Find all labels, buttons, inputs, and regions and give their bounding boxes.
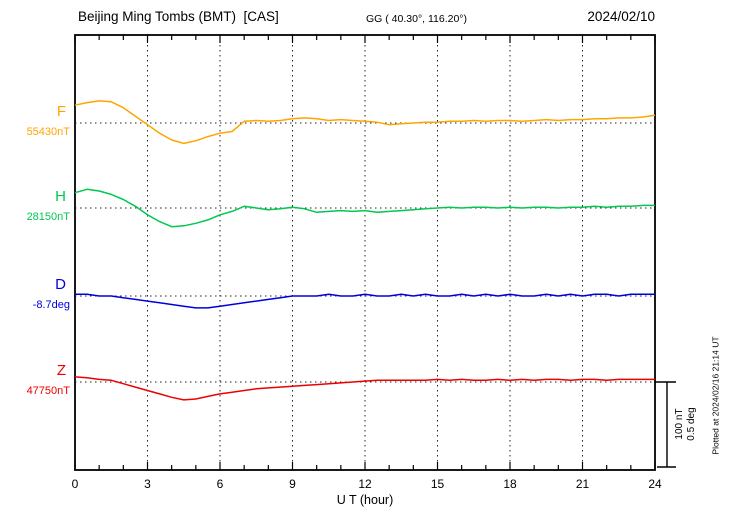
scale-nt-label: 100 nT [674,408,685,440]
channel-baseline-z: 47750nT [26,385,70,397]
x-tick-label-21: 21 [576,477,590,491]
channel-baseline-h: 28150nT [26,211,70,223]
trace-F [74,100,656,145]
trace-H [74,188,655,228]
x-tick-label-12: 12 [358,477,372,491]
x-tick-label-3: 3 [144,477,151,491]
channel-label-d: D [55,276,66,293]
x-tick-label-18: 18 [503,477,517,491]
x-axis-label: U T (hour) [336,493,394,507]
channel-baseline-d: -8.7deg [32,299,70,311]
x-tick-label-24: 24 [648,477,662,491]
scale-deg-label: 0.5 deg [686,407,697,441]
channel-label-h: H [55,188,66,205]
channel-label-f: F [56,103,66,120]
plotted-at-label: Plotted at 2024/02/16 21:14 UT [710,336,721,455]
x-tick-label-6: 6 [217,477,224,491]
trace-Z [74,376,655,401]
channel-baseline-f: 55430nT [26,126,70,138]
geo-coordinates: GG ( 40.30°, 116.20°) [366,13,468,25]
x-tick-label-15: 15 [431,477,445,491]
date-label: 2024/02/10 [587,9,655,24]
x-tick-label-9: 9 [289,477,296,491]
trace-D [75,293,655,309]
page-title: Beijing Ming Tombs (BMT) [CAS] [78,9,279,24]
channel-label-z: Z [56,362,66,379]
x-tick-label-0: 0 [72,477,79,491]
